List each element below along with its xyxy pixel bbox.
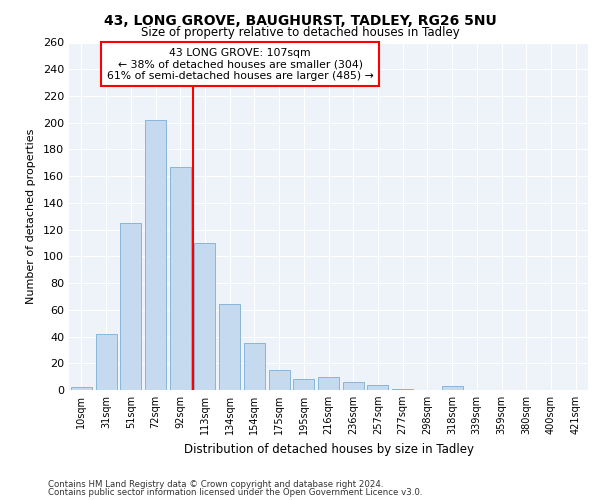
Text: 43, LONG GROVE, BAUGHURST, TADLEY, RG26 5NU: 43, LONG GROVE, BAUGHURST, TADLEY, RG26 … — [104, 14, 496, 28]
Bar — [343, 382, 364, 390]
Bar — [269, 370, 290, 390]
X-axis label: Distribution of detached houses by size in Tadley: Distribution of detached houses by size … — [184, 442, 473, 456]
Text: 43 LONG GROVE: 107sqm
← 38% of detached houses are smaller (304)
61% of semi-det: 43 LONG GROVE: 107sqm ← 38% of detached … — [107, 48, 374, 81]
Bar — [392, 388, 413, 390]
Y-axis label: Number of detached properties: Number of detached properties — [26, 128, 36, 304]
Bar — [367, 384, 388, 390]
Bar — [442, 386, 463, 390]
Bar — [170, 167, 191, 390]
Bar — [120, 223, 141, 390]
Bar — [244, 343, 265, 390]
Bar — [95, 334, 116, 390]
Bar — [71, 388, 92, 390]
Bar — [145, 120, 166, 390]
Text: Size of property relative to detached houses in Tadley: Size of property relative to detached ho… — [140, 26, 460, 39]
Bar — [293, 380, 314, 390]
Bar — [194, 243, 215, 390]
Bar — [219, 304, 240, 390]
Text: Contains HM Land Registry data © Crown copyright and database right 2024.: Contains HM Land Registry data © Crown c… — [48, 480, 383, 489]
Text: Contains public sector information licensed under the Open Government Licence v3: Contains public sector information licen… — [48, 488, 422, 497]
Bar — [318, 376, 339, 390]
